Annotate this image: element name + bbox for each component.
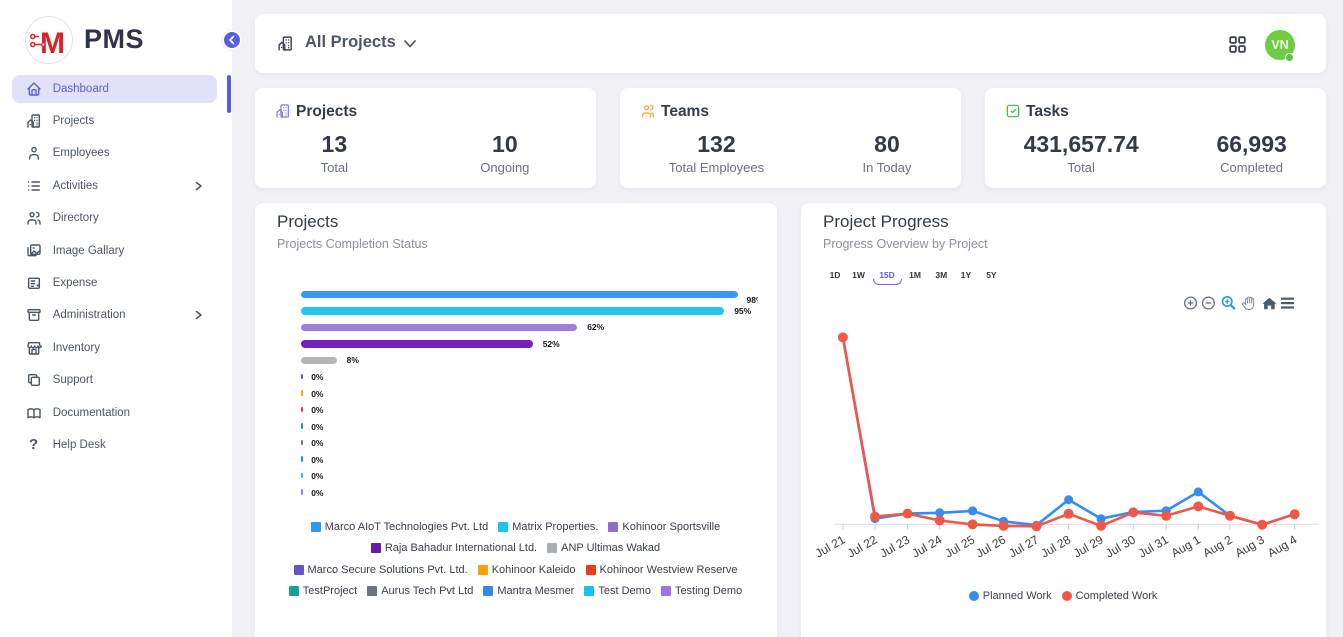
svg-text:Aug 4: Aug 4 bbox=[1265, 532, 1299, 560]
svg-text:Jul 21: Jul 21 bbox=[813, 532, 848, 560]
svg-text:Aug 3: Aug 3 bbox=[1233, 532, 1267, 560]
svg-text:Jul 22: Jul 22 bbox=[845, 532, 880, 560]
svg-text:Jul 29: Jul 29 bbox=[1071, 532, 1106, 560]
svg-text:Jul 23: Jul 23 bbox=[877, 532, 912, 560]
svg-text:Jul 30: Jul 30 bbox=[1103, 532, 1138, 560]
svg-text:Jul 26: Jul 26 bbox=[973, 532, 1008, 560]
svg-text:Aug 1: Aug 1 bbox=[1169, 532, 1203, 560]
svg-text:Aug 2: Aug 2 bbox=[1200, 532, 1234, 560]
svg-text:Jul 27: Jul 27 bbox=[1006, 532, 1041, 560]
svg-text:Jul 31: Jul 31 bbox=[1136, 532, 1171, 560]
svg-text:Jul 28: Jul 28 bbox=[1038, 532, 1073, 560]
svg-text:Jul 24: Jul 24 bbox=[910, 532, 945, 560]
svg-text:Jul 25: Jul 25 bbox=[942, 532, 977, 560]
